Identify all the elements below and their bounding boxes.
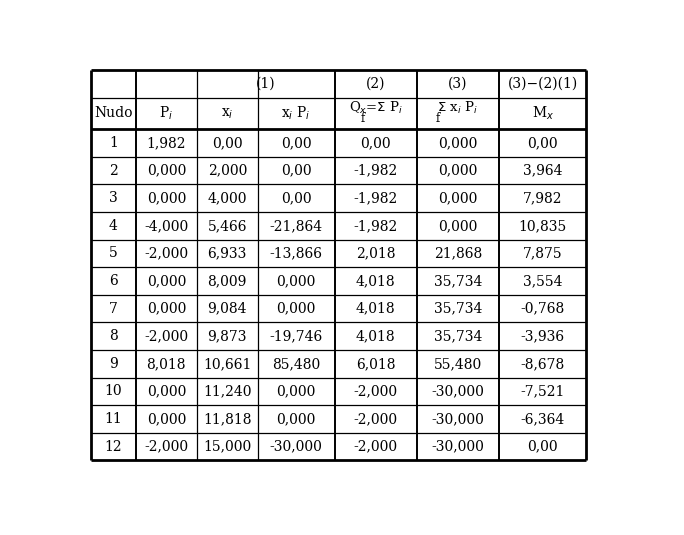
Text: (1): (1)	[256, 77, 276, 91]
Text: 5,466: 5,466	[207, 219, 247, 233]
Text: -1,982: -1,982	[354, 219, 398, 233]
Text: (3)−(2)(1): (3)−(2)(1)	[508, 77, 578, 91]
Text: $\Sigma$ x$_i$ P$_i$: $\Sigma$ x$_i$ P$_i$	[438, 100, 478, 116]
Text: -30,000: -30,000	[269, 440, 323, 454]
Text: -2,000: -2,000	[354, 412, 398, 426]
Text: 11,240: 11,240	[203, 385, 252, 399]
Text: 0,00: 0,00	[360, 136, 391, 150]
Text: -19,746: -19,746	[269, 330, 323, 343]
Text: 0,000: 0,000	[146, 274, 186, 288]
Text: Nudo: Nudo	[94, 106, 133, 120]
Text: -4,000: -4,000	[144, 219, 189, 233]
Text: -30,000: -30,000	[432, 385, 484, 399]
Text: 6,933: 6,933	[208, 247, 247, 261]
Text: 0,000: 0,000	[438, 219, 477, 233]
Text: 0,00: 0,00	[212, 136, 243, 150]
Text: 8,009: 8,009	[208, 274, 247, 288]
Text: -2,000: -2,000	[144, 330, 188, 343]
Text: 0,000: 0,000	[146, 164, 186, 178]
Text: 55,480: 55,480	[434, 357, 482, 371]
Text: 0,000: 0,000	[438, 192, 477, 205]
Text: f: f	[360, 112, 365, 125]
Text: 10: 10	[105, 385, 122, 399]
Text: 4,018: 4,018	[356, 302, 395, 316]
Text: -6,364: -6,364	[521, 412, 565, 426]
Text: 4,018: 4,018	[356, 274, 395, 288]
Text: 35,734: 35,734	[434, 330, 482, 343]
Text: 0,00: 0,00	[281, 136, 311, 150]
Text: 10,661: 10,661	[203, 357, 252, 371]
Text: 2: 2	[109, 164, 118, 178]
Text: 9,084: 9,084	[207, 302, 247, 316]
Text: -21,864: -21,864	[269, 219, 323, 233]
Text: 6,018: 6,018	[356, 357, 395, 371]
Text: -30,000: -30,000	[432, 440, 484, 454]
Text: 0,00: 0,00	[527, 136, 558, 150]
Text: 0,000: 0,000	[276, 412, 316, 426]
Text: 3: 3	[109, 192, 118, 205]
Text: 15,000: 15,000	[203, 440, 252, 454]
Text: 1,982: 1,982	[146, 136, 186, 150]
Text: 2,018: 2,018	[356, 247, 395, 261]
Text: 8: 8	[109, 330, 118, 343]
Text: 7,982: 7,982	[523, 192, 562, 205]
Text: 21,868: 21,868	[434, 247, 482, 261]
Text: 4: 4	[109, 219, 118, 233]
Text: f: f	[436, 112, 440, 125]
Text: -8,678: -8,678	[521, 357, 565, 371]
Text: 0,000: 0,000	[438, 164, 477, 178]
Text: 9: 9	[109, 357, 118, 371]
Text: 11: 11	[105, 412, 122, 426]
Text: 3,964: 3,964	[523, 164, 562, 178]
Text: 2,000: 2,000	[208, 164, 247, 178]
Text: 0,000: 0,000	[438, 136, 477, 150]
Text: 0,000: 0,000	[146, 192, 186, 205]
Text: 4,000: 4,000	[207, 192, 247, 205]
Text: 9,873: 9,873	[207, 330, 247, 343]
Text: -13,866: -13,866	[269, 247, 323, 261]
Text: x$_i$: x$_i$	[221, 106, 234, 120]
Text: -3,936: -3,936	[521, 330, 565, 343]
Text: 7,875: 7,875	[523, 247, 562, 261]
Text: -2,000: -2,000	[354, 440, 398, 454]
Text: -2,000: -2,000	[354, 385, 398, 399]
Text: 6: 6	[109, 274, 118, 288]
Text: 12: 12	[105, 440, 122, 454]
Text: 0,00: 0,00	[281, 164, 311, 178]
Text: x$_i$ P$_i$: x$_i$ P$_i$	[281, 105, 311, 122]
Text: 0,000: 0,000	[146, 385, 186, 399]
Text: 0,000: 0,000	[276, 385, 316, 399]
Text: 0,000: 0,000	[146, 412, 186, 426]
Text: -0,768: -0,768	[521, 302, 565, 316]
Text: (2): (2)	[366, 77, 386, 91]
Text: P$_i$: P$_i$	[159, 105, 174, 122]
Text: 1: 1	[109, 136, 118, 150]
Text: 0,000: 0,000	[146, 302, 186, 316]
Text: 11,818: 11,818	[203, 412, 252, 426]
Text: 0,00: 0,00	[281, 192, 311, 205]
Text: 8,018: 8,018	[146, 357, 186, 371]
Text: 7: 7	[109, 302, 118, 316]
Text: M$_x$: M$_x$	[531, 105, 554, 122]
Text: -1,982: -1,982	[354, 164, 398, 178]
Text: 35,734: 35,734	[434, 274, 482, 288]
Text: 85,480: 85,480	[272, 357, 320, 371]
Text: -1,982: -1,982	[354, 192, 398, 205]
Text: 0,00: 0,00	[527, 440, 558, 454]
Text: -30,000: -30,000	[432, 412, 484, 426]
Text: -2,000: -2,000	[144, 440, 188, 454]
Text: Q$_x$=$\Sigma$ P$_i$: Q$_x$=$\Sigma$ P$_i$	[349, 100, 403, 116]
Text: 4,018: 4,018	[356, 330, 395, 343]
Text: 10,835: 10,835	[518, 219, 567, 233]
Text: 0,000: 0,000	[276, 302, 316, 316]
Text: -7,521: -7,521	[521, 385, 565, 399]
Text: 3,554: 3,554	[523, 274, 562, 288]
Text: 35,734: 35,734	[434, 302, 482, 316]
Text: 0,000: 0,000	[276, 274, 316, 288]
Text: -2,000: -2,000	[144, 247, 188, 261]
Text: 5: 5	[109, 247, 118, 261]
Text: (3): (3)	[448, 77, 468, 91]
